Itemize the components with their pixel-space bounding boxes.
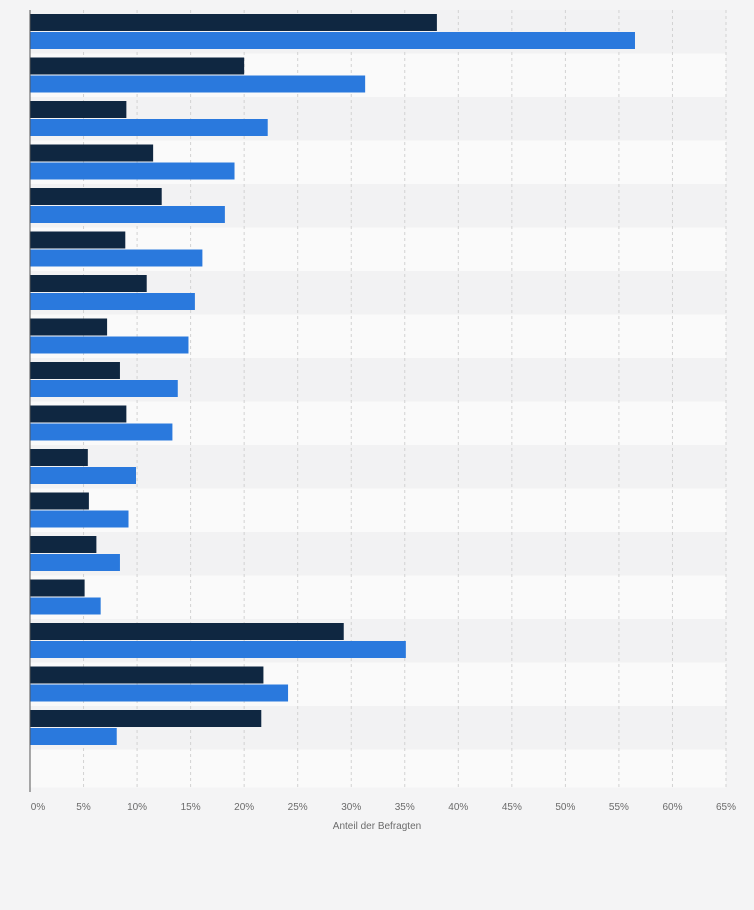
bar-series1 [30,710,262,727]
bar-series2 [30,206,225,223]
bar-series2 [30,597,101,615]
bar-series1 [30,362,120,379]
bar-series2 [30,162,235,180]
bar-series2 [30,423,173,441]
row-band [30,445,726,489]
bar-series1 [30,536,97,553]
bar-series1 [30,57,245,75]
bar-series1 [30,666,264,684]
x-tick-label: 60% [662,802,682,813]
x-tick-label: 50% [555,802,575,813]
x-tick-label: 35% [395,802,415,813]
bar-series1 [30,318,108,336]
x-tick-label: 0% [31,802,46,813]
bar-series2 [30,554,120,571]
row-band [30,532,726,576]
bar-series1 [30,623,344,640]
bar-series1 [30,144,154,162]
bar-series2 [30,380,178,397]
bar-series1 [30,579,85,597]
bar-series2 [30,641,406,658]
row-band [30,749,726,788]
bar-series2 [30,119,268,136]
x-tick-label: 45% [502,802,522,813]
x-tick-label: 25% [288,802,308,813]
bar-series2 [30,32,635,49]
bar-series2 [30,336,189,354]
bar-series1 [30,14,437,31]
bar-series2 [30,467,137,484]
x-tick-label: 65% [716,802,736,813]
row-bands [30,10,726,788]
bar-series1 [30,188,162,205]
bar-series1 [30,101,127,118]
x-tick-label: 5% [76,802,91,813]
bar-series2 [30,728,117,745]
x-tick-label: 10% [127,802,147,813]
bars [30,14,635,745]
x-axis-title: Anteil der Befragten [333,821,421,832]
bar-series2 [30,684,289,702]
bar-series2 [30,293,195,310]
bar-series2 [30,249,203,267]
x-tick-label: 55% [609,802,629,813]
bar-series1 [30,231,126,249]
bar-series1 [30,449,88,466]
row-band [30,575,726,619]
x-tick-label: 20% [234,802,254,813]
x-tick-label: 40% [448,802,468,813]
bar-series2 [30,510,129,528]
bar-series1 [30,492,89,510]
x-tick-label: 30% [341,802,361,813]
bar-series1 [30,275,147,292]
bar-series1 [30,405,127,423]
x-tick-labels: 0% 5% 10% 15% 20% 25% 30% 35% 40% 45% 50% 55% 60% 65% [31,802,736,813]
row-band [30,488,726,532]
bar-series2 [30,75,366,93]
x-tick-label: 15% [181,802,201,813]
